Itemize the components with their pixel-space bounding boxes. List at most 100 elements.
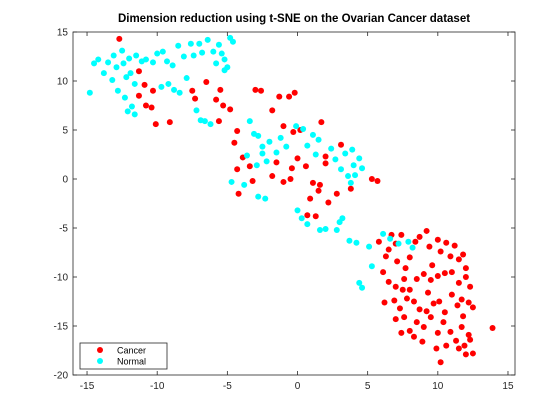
data-point-normal xyxy=(213,60,220,67)
data-point-cancer xyxy=(322,153,329,160)
data-point-cancer xyxy=(148,104,155,111)
legend-label-cancer: Cancer xyxy=(117,346,146,356)
data-point-normal xyxy=(128,103,135,110)
data-point-normal xyxy=(176,89,183,96)
data-point-normal xyxy=(246,118,253,125)
data-point-cancer xyxy=(420,323,427,330)
data-point-cancer xyxy=(416,306,423,313)
data-point-cancer xyxy=(406,327,413,334)
data-point-cancer xyxy=(375,238,382,245)
data-point-normal xyxy=(131,111,138,118)
data-point-normal xyxy=(259,150,266,157)
chart-title: Dimension reduction using t-SNE on the O… xyxy=(118,13,470,25)
data-point-normal xyxy=(142,56,149,63)
data-point-normal xyxy=(201,118,208,125)
data-point-cancer xyxy=(294,155,301,162)
data-point-normal xyxy=(336,219,343,226)
data-point-normal xyxy=(366,243,373,250)
data-point-cancer xyxy=(458,323,465,330)
x-tick-label: 5 xyxy=(365,381,371,392)
plot-area: -15 -10 -5 0 5 10 15 -20 -15 -10 -5 0 5 10 15 xyxy=(54,28,516,392)
data-point-cancer xyxy=(220,102,227,109)
data-point-cancer xyxy=(192,95,199,102)
data-point-normal xyxy=(123,74,130,81)
data-point-normal xyxy=(149,59,156,66)
data-point-cancer xyxy=(333,190,340,197)
data-point-cancer xyxy=(338,141,345,148)
data-point-cancer xyxy=(381,299,388,306)
data-point-cancer xyxy=(426,243,433,250)
data-point-cancer xyxy=(385,278,392,285)
data-point-cancer xyxy=(234,166,241,173)
data-point-cancer xyxy=(392,283,399,290)
data-point-normal xyxy=(169,62,176,69)
data-point-normal xyxy=(243,152,250,159)
data-point-normal xyxy=(187,40,194,47)
data-point-cancer xyxy=(302,163,309,170)
data-point-cancer xyxy=(430,300,437,307)
data-point-cancer xyxy=(451,242,458,249)
data-point-cancer xyxy=(385,246,392,253)
data-point-normal xyxy=(353,239,360,246)
data-point-normal xyxy=(304,142,311,149)
data-point-cancer xyxy=(461,342,468,349)
data-point-normal xyxy=(215,41,222,48)
data-point-cancer xyxy=(307,195,314,202)
data-point-normal xyxy=(266,138,273,145)
data-point-cancer xyxy=(141,81,148,88)
data-point-cancer xyxy=(280,123,287,130)
data-point-normal xyxy=(207,121,214,128)
data-point-normal xyxy=(224,64,231,71)
data-point-cancer xyxy=(423,227,430,234)
y-tick-label: 10 xyxy=(57,77,69,88)
data-point-cancer xyxy=(304,212,311,219)
data-point-normal xyxy=(352,172,359,179)
data-point-cancer xyxy=(413,319,420,326)
axes-box xyxy=(72,31,516,376)
data-point-normal xyxy=(210,48,217,55)
data-point-cancer xyxy=(436,298,443,305)
data-point-normal xyxy=(175,42,182,49)
data-point-normal xyxy=(199,49,206,56)
data-point-cancer xyxy=(217,86,224,93)
data-point-cancer xyxy=(434,236,441,243)
data-point-normal xyxy=(171,86,178,93)
data-point-normal xyxy=(119,47,126,54)
data-point-cancer xyxy=(425,289,432,296)
data-point-normal xyxy=(86,89,93,96)
data-point-cancer xyxy=(231,139,238,146)
data-point-normal xyxy=(405,238,412,245)
y-tick-label: 5 xyxy=(62,126,68,137)
x-tick-label: 10 xyxy=(432,381,444,392)
data-point-normal xyxy=(359,165,366,172)
data-point-cancer xyxy=(227,106,234,113)
data-point-cancer xyxy=(455,279,462,286)
data-point-cancer xyxy=(258,87,265,94)
data-point-cancer xyxy=(382,253,389,260)
data-point-cancer xyxy=(467,336,474,343)
data-point-normal xyxy=(165,80,172,87)
data-point-cancer xyxy=(252,86,259,93)
data-point-normal xyxy=(409,244,416,251)
data-point-normal xyxy=(229,38,236,45)
data-point-normal xyxy=(241,181,248,188)
y-tick-label: -5 xyxy=(59,224,68,235)
data-point-normal xyxy=(221,56,228,63)
data-point-cancer xyxy=(427,314,434,321)
y-tick-label: 0 xyxy=(62,175,68,186)
data-point-cancer xyxy=(440,319,447,326)
data-point-normal xyxy=(259,143,266,150)
x-tick-label: 15 xyxy=(502,381,514,392)
data-point-normal xyxy=(387,235,394,242)
data-point-cancer xyxy=(429,262,436,269)
x-axis: -15 -10 -5 0 5 10 15 xyxy=(80,32,514,392)
data-point-normal xyxy=(380,230,387,237)
data-point-cancer xyxy=(462,274,469,280)
data-point-normal xyxy=(300,126,307,133)
data-point-cancer xyxy=(135,92,142,99)
data-point-cancer xyxy=(420,271,427,278)
data-point-normal xyxy=(127,70,134,77)
data-point-cancer xyxy=(291,89,298,96)
data-point-cancer xyxy=(325,199,332,206)
data-point-cancer xyxy=(448,269,455,276)
